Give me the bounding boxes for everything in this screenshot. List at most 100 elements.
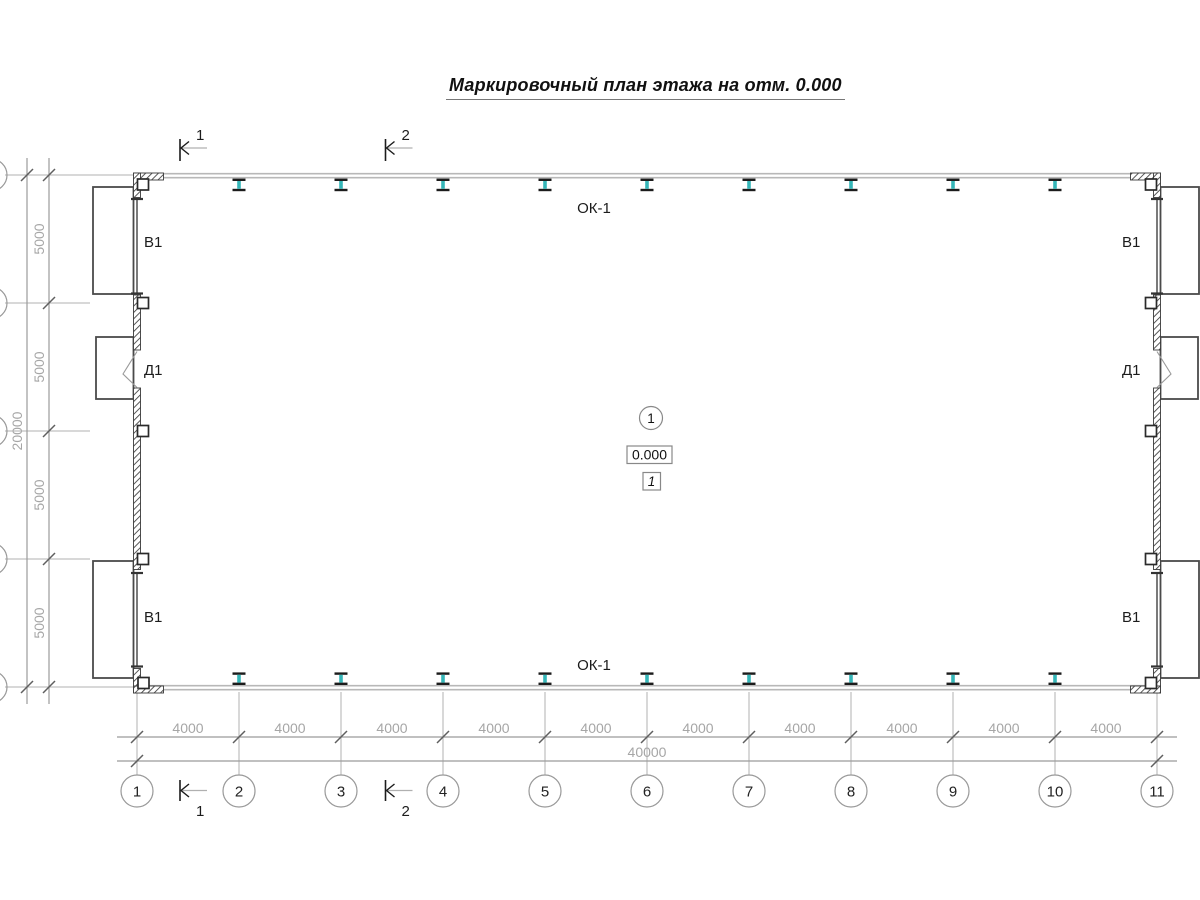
grid-bubble [630,774,664,808]
column-flange [742,178,756,181]
dim-bay-label: 4000 [988,720,1019,736]
section-number: 1 [196,127,204,144]
platform-gate-bottom-right [1159,560,1200,679]
grid-bubble-number: 7 [745,784,753,801]
dim-row-label: 5000 [31,351,47,382]
grid-bubble [222,774,256,808]
section-arrow [179,140,190,156]
column-flange [640,188,654,192]
grid-bubble-number: 5 [541,784,549,801]
grid-bubble-number: 2 [235,784,243,801]
column-square [136,296,150,310]
column-flange [844,682,858,685]
column-flange [232,672,246,675]
section-number: 2 [402,127,410,144]
platform-gate-top-left [92,186,135,295]
dim-bay-label: 4000 [886,720,917,736]
gate-mark-bottom-right: В1 [1122,609,1140,626]
column-flange [640,672,654,675]
column-flange [538,178,552,181]
column-flange [844,672,858,675]
column-flange [334,682,348,685]
column-flange [844,188,858,192]
section-number: 2 [402,803,410,820]
platform-door-left [95,336,135,400]
column-flange [742,672,756,675]
grid-bubble-number: 6 [643,784,651,801]
room-number-bubble [638,405,664,431]
window-mark-bottom: ОК-1 [577,657,611,674]
column-flange [640,178,654,181]
column-flange [538,672,552,675]
building-outline [92,172,1200,694]
column-square [1144,552,1158,566]
steel-columns [232,178,1062,685]
column-square [1144,676,1158,690]
dim-tick [1150,730,1164,744]
wall-left-lower [133,387,141,570]
row-bubble-partial [0,289,8,317]
row-bubble-partial [0,545,8,573]
column-flange [742,188,756,192]
grid-bubble-number: 4 [439,784,447,801]
grid-bubble [426,774,460,808]
grid-bubble [834,774,868,808]
door-swing-right [1156,351,1172,388]
dim-bay-label: 4000 [376,720,407,736]
wall-left-upper [133,294,141,351]
column-flange [946,682,960,685]
column-flange [232,682,246,685]
dim-total-width-label: 40000 [628,744,667,760]
column-flange [844,178,858,181]
section-arrow [385,140,395,156]
grid-bubble-number: 3 [337,784,345,801]
platform-door-right [1159,336,1199,400]
grid-bubble [732,774,766,808]
column-flange [334,188,348,192]
gate-mark-top-left: В1 [144,234,162,251]
platform-gate-bottom-left [92,560,135,679]
dim-bay-label: 4000 [1090,720,1121,736]
column-flange [538,682,552,685]
dim-bay-label: 4000 [682,720,713,736]
column-flange [1048,178,1062,181]
element-labels: ОК-1 ОК-1 В1 В1 В1 В1 Д1 Д1 [144,200,1141,674]
dim-tick [1048,730,1062,744]
column-flange [538,188,552,192]
column-square [1144,296,1158,310]
dim-tick [742,730,756,744]
room-number-text: 1 [647,411,655,426]
grid-bubbles: 1 2 3 4 5 6 7 8 9 10 11 [0,161,1174,808]
column-flange [1048,682,1062,685]
section-marks: 1 2 1 2 [179,127,413,820]
row-bubble-partial [0,161,8,189]
section-arrow [385,783,395,798]
gate-leaves [131,197,1163,668]
dim-bay-label: 4000 [478,720,509,736]
column-square [137,676,150,690]
dim-row-label: 5000 [31,607,47,638]
dim-bay-label: 4000 [172,720,203,736]
dim-bay-label: 4000 [784,720,815,736]
door-mark-left: Д1 [144,362,163,379]
grid-bubble-number: 11 [1149,784,1165,801]
dim-tick [436,730,450,744]
window-mark-top: ОК-1 [577,200,611,217]
column-flange [436,672,450,675]
grid-bubble-number: 10 [1047,784,1064,801]
dim-tick [844,730,858,744]
dimension-ticks [20,168,1164,768]
dim-tick [334,730,348,744]
dim-tick [20,168,34,182]
dim-bay-label: 4000 [580,720,611,736]
door-mark-right: Д1 [1122,362,1141,379]
dim-tick [130,730,144,744]
dim-tick [20,680,34,694]
elevation-box [626,445,673,465]
column-flange [946,188,960,192]
column-flange [232,178,246,181]
column-square [136,424,150,438]
platform-gate-top-right [1159,186,1200,295]
dim-tick [42,680,56,694]
